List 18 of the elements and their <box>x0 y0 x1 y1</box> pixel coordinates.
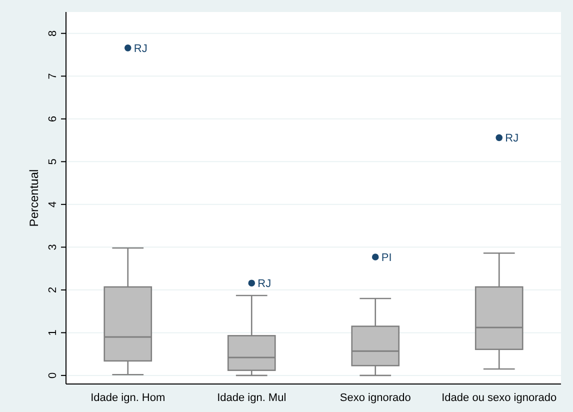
x-tick-label: Idade ign. Mul <box>217 392 286 404</box>
y-tick-label: 5 <box>47 158 59 165</box>
x-tick-label: Sexo ignorado <box>340 392 411 404</box>
y-tick-label: 6 <box>47 116 59 122</box>
y-tick-label: 1 <box>47 330 59 336</box>
y-tick-label: 0 <box>47 372 59 379</box>
annotation: RJ <box>134 42 148 55</box>
y-tick-label: 4 <box>47 201 59 208</box>
x-tick-label: Idade ou sexo ignorado <box>442 392 557 404</box>
y-tick-label: 2 <box>47 286 59 293</box>
annotation: PI <box>381 252 392 264</box>
annotation: RJ <box>505 132 519 145</box>
y-axis-title: Percentual <box>27 169 41 227</box>
annotation: RJ <box>258 278 272 290</box>
y-tick-label: 8 <box>47 30 59 36</box>
x-tick-label: Idade ign. Hom <box>90 392 166 404</box>
y-tick-label: 3 <box>47 244 59 250</box>
y-tick-label: 7 <box>47 73 59 80</box>
